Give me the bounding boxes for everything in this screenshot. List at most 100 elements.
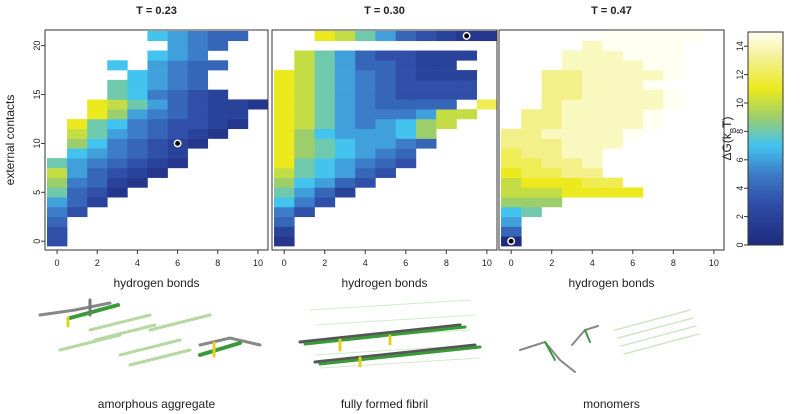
heat-cell (582, 177, 603, 188)
heat-cell (314, 89, 336, 100)
heat-cell (355, 70, 376, 81)
heat-cell (107, 99, 128, 110)
heat-cell (622, 118, 644, 130)
heat-cell (521, 148, 542, 159)
heat-cell (521, 197, 542, 208)
heat-cell (375, 30, 396, 42)
heat-cell (355, 177, 376, 188)
heat-cell (521, 167, 542, 178)
heat-cell (87, 187, 108, 198)
heat-cell (375, 148, 396, 159)
heat-cell (582, 128, 603, 139)
heat-cell (355, 30, 376, 42)
caption: fully formed fibril (341, 397, 428, 411)
heat-cell (642, 109, 664, 120)
heat-cell (294, 89, 315, 100)
marker (462, 31, 471, 40)
heat-cell (436, 99, 457, 110)
heat-cell (47, 158, 68, 169)
heat-cell (127, 167, 148, 178)
heat-cell (582, 70, 603, 81)
x-tick-label: 8 (444, 258, 449, 268)
heat-cell (334, 158, 356, 169)
strand (571, 325, 599, 346)
heat-cell (602, 109, 623, 120)
heat-cell (642, 70, 664, 81)
heat-cell (294, 167, 315, 178)
y-tick-label: 10 (32, 138, 42, 148)
heat-cell (395, 79, 417, 90)
heat-cell (314, 138, 336, 149)
heat-cell (87, 148, 108, 159)
heat-cell (355, 128, 376, 139)
heat-cell (541, 128, 563, 139)
heat-cell (274, 158, 295, 169)
heat-cell (375, 118, 396, 130)
heat-cell (294, 128, 315, 139)
heat-cell (541, 197, 563, 208)
heat-cell (274, 187, 295, 198)
heat-cell (602, 70, 623, 81)
heat-cell (355, 89, 376, 100)
heat-cell (107, 177, 128, 188)
amorphous-aggregate-sketch (38, 298, 262, 367)
heat-cell (67, 187, 88, 198)
heat-cell (294, 60, 315, 71)
y-tick-label: 0 (32, 239, 42, 244)
x-axis-label: hydrogen bonds (568, 276, 654, 290)
heat-cell (47, 197, 68, 208)
heat-cell (415, 109, 437, 120)
heat-cell (541, 148, 563, 159)
heat-cell (521, 128, 542, 139)
heat-cell (501, 138, 522, 149)
heat-cell (436, 70, 457, 81)
heat-cell (415, 60, 437, 71)
heat-cell (582, 40, 603, 51)
marker (507, 237, 516, 246)
heat-cell (187, 99, 209, 110)
x-tick-label: 6 (630, 258, 635, 268)
heat-cell (274, 79, 295, 90)
heat-cell (355, 148, 376, 159)
heat-cell (602, 89, 623, 100)
heat-cell (622, 89, 644, 100)
heat-cell (147, 109, 168, 120)
heat-cell (314, 187, 336, 198)
heat-cell (561, 187, 583, 198)
x-tick-label: 4 (590, 258, 595, 268)
heat-cell (521, 109, 542, 120)
heat-cell (247, 99, 269, 110)
heat-cell (167, 40, 188, 51)
heat-cell (561, 138, 583, 149)
heat-cell (107, 79, 128, 90)
heat-cell (561, 148, 583, 159)
heat-cell (187, 30, 209, 42)
heat-cell (561, 89, 583, 100)
heat-cell (561, 167, 583, 178)
heat-cell (375, 70, 396, 81)
heat-cell (127, 70, 148, 81)
heat-cell (314, 177, 336, 188)
heat-cell (582, 187, 603, 198)
heat-cell (582, 79, 603, 90)
heat-cell (355, 118, 376, 130)
strands (58, 313, 212, 367)
heat-cell (274, 70, 295, 81)
heat-cell (274, 128, 295, 139)
heat-cell (207, 40, 229, 51)
heat-cell (274, 109, 295, 120)
strands (614, 309, 700, 355)
heat-cell (87, 158, 108, 169)
heat-cell (334, 177, 356, 188)
heat-cell (375, 138, 396, 149)
heat-cell (642, 30, 664, 42)
heat-cell (622, 79, 644, 90)
heat-cell (456, 109, 478, 120)
heat-cell (187, 70, 209, 81)
heat-cell (622, 70, 644, 81)
heat-cell (334, 148, 356, 159)
heat-cell (541, 177, 563, 188)
heat-cell (501, 158, 522, 169)
heat-cell (582, 167, 603, 178)
plot-frame (271, 29, 498, 251)
